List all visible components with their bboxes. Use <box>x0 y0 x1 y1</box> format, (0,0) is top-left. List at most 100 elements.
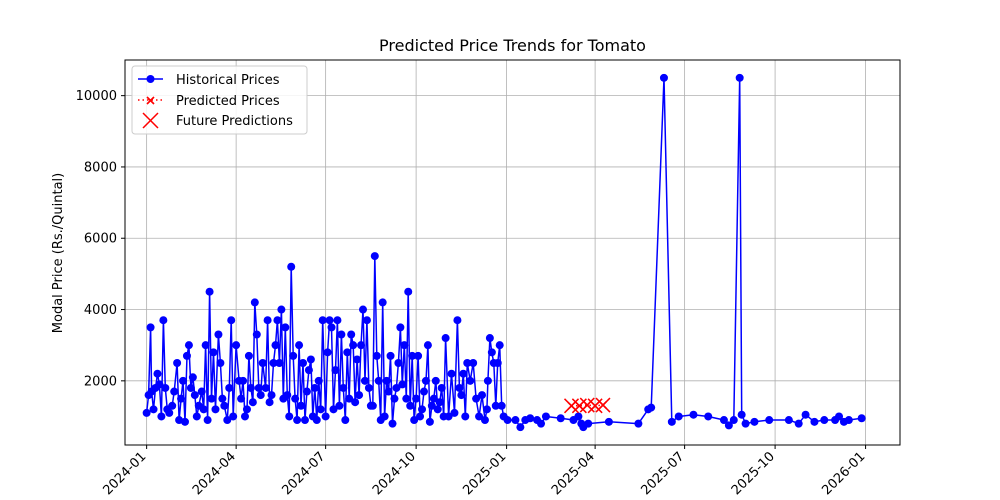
historical-price-point <box>719 416 728 425</box>
historical-price-point <box>218 394 227 403</box>
historical-price-point <box>327 323 336 332</box>
historical-price-point <box>735 73 744 82</box>
legend-item-predicted: Predicted Prices <box>138 94 280 109</box>
historical-price-point <box>368 401 377 410</box>
historical-price-point <box>427 401 436 410</box>
historical-price-point <box>364 383 373 392</box>
historical-price-point <box>689 410 698 419</box>
historical-price-point <box>205 287 214 296</box>
historical-price-point <box>304 366 313 375</box>
historical-price-point <box>634 419 643 428</box>
y-axis-label: Modal Price (Rs./Quintal) <box>51 173 66 333</box>
historical-price-point <box>584 419 593 428</box>
historical-price-point <box>724 421 733 430</box>
legend-item-historical: Historical Prices <box>138 73 280 88</box>
historical-price-point <box>556 414 565 423</box>
historical-price-point <box>312 416 321 425</box>
historical-price-point <box>165 408 174 417</box>
historical-price-point <box>485 334 494 343</box>
historical-price-point <box>261 383 270 392</box>
historical-price-point <box>186 383 195 392</box>
historical-price-point <box>192 412 201 421</box>
historical-price-point <box>211 405 220 414</box>
historical-price-point <box>297 401 306 410</box>
historical-price-point <box>362 316 371 325</box>
historical-price-point <box>277 305 286 314</box>
historical-price-point <box>704 412 713 421</box>
historical-price-point <box>325 316 334 325</box>
historical-price-point <box>400 341 409 350</box>
historical-price-point <box>482 405 491 414</box>
historical-price-point <box>359 305 368 314</box>
historical-price-point <box>267 391 276 400</box>
historical-price-point <box>199 405 208 414</box>
historical-price-point <box>404 287 413 296</box>
x-tick-label: 2025-04 <box>549 449 598 498</box>
historical-price-point <box>321 412 330 421</box>
historical-price-point <box>203 416 212 425</box>
historical-price-point <box>149 405 158 414</box>
historical-price-point <box>184 341 193 350</box>
historical-price-point <box>418 405 427 414</box>
legend-label-predicted: Predicted Prices <box>176 94 280 109</box>
future-prediction-point <box>595 397 611 413</box>
historical-price-point <box>256 391 265 400</box>
y-axis-ticks: 2000 4000 6000 8000 10000 <box>76 89 125 389</box>
historical-price-point <box>667 417 676 426</box>
plot-area <box>142 73 866 432</box>
legend-label-future: Future Predictions <box>176 114 293 129</box>
historical-price-point <box>386 351 395 360</box>
historical-price-point <box>281 323 290 332</box>
historical-price-point <box>450 408 459 417</box>
historical-price-point <box>414 351 423 360</box>
historical-price-point <box>370 252 379 261</box>
historical-price-point <box>483 376 492 385</box>
historical-price-point <box>209 348 218 357</box>
historical-price-point <box>398 380 407 389</box>
historical-price-point <box>537 419 546 428</box>
historical-price-point <box>333 316 342 325</box>
historical-price-point <box>390 394 399 403</box>
historical-price-point <box>835 412 844 421</box>
historical-price-point <box>459 369 468 378</box>
historical-price-point <box>349 341 358 350</box>
historical-price-point <box>423 341 432 350</box>
historical-price-point <box>227 316 236 325</box>
historical-price-point <box>750 417 759 426</box>
x-tick-label: 2024-01 <box>100 449 149 498</box>
historical-price-point <box>801 410 810 419</box>
historical-price-point <box>347 330 356 339</box>
historical-price-point <box>355 391 364 400</box>
historical-price-point <box>153 369 162 378</box>
historical-price-point <box>287 262 296 271</box>
historical-price-point <box>310 383 319 392</box>
predicted-price-line <box>571 404 604 407</box>
historical-price-point <box>410 416 419 425</box>
historical-price-point <box>351 398 360 407</box>
historical-price-point <box>289 351 298 360</box>
y-tick-label: 10000 <box>76 89 117 104</box>
historical-price-point <box>314 376 323 385</box>
historical-price-point <box>647 403 656 412</box>
historical-price-point <box>316 405 325 414</box>
future-prediction-point <box>563 398 580 414</box>
historical-price-point <box>197 387 206 396</box>
historical-price-point <box>511 416 520 425</box>
historical-price-point <box>207 394 216 403</box>
historical-price-point <box>237 394 246 403</box>
historical-price-point <box>472 394 481 403</box>
historical-price-point <box>541 412 550 421</box>
historical-price-point <box>604 417 613 426</box>
historical-price-point <box>302 387 311 396</box>
historical-price-point <box>345 394 354 403</box>
legend: Historical Prices Predicted Prices Futur… <box>131 65 308 135</box>
plot-frame <box>124 59 901 446</box>
historical-price-point <box>857 414 866 423</box>
historical-price-point <box>300 416 309 425</box>
historical-price-point <box>188 373 197 382</box>
historical-price-point <box>357 341 366 350</box>
historical-price-point <box>463 359 472 368</box>
historical-price-point <box>244 351 253 360</box>
legend-marker-predicted <box>146 96 155 105</box>
